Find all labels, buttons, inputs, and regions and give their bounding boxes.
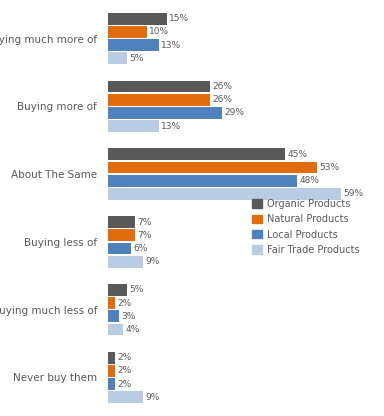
- Bar: [108, 284, 127, 296]
- Bar: [108, 81, 210, 92]
- Text: 9%: 9%: [146, 393, 160, 402]
- Bar: [108, 188, 341, 200]
- Bar: [108, 13, 167, 25]
- Legend: Organic Products, Natural Products, Local Products, Fair Trade Products: Organic Products, Natural Products, Loca…: [252, 199, 359, 255]
- Bar: [108, 378, 116, 390]
- Bar: [108, 161, 317, 173]
- Bar: [108, 352, 116, 364]
- Bar: [108, 52, 127, 64]
- Bar: [108, 107, 222, 119]
- Text: 2%: 2%: [118, 366, 132, 375]
- Bar: [108, 229, 135, 241]
- Text: 2%: 2%: [118, 353, 132, 362]
- Bar: [108, 256, 143, 267]
- Bar: [108, 365, 116, 377]
- Bar: [108, 120, 159, 132]
- Text: 45%: 45%: [288, 150, 308, 159]
- Bar: [108, 26, 147, 38]
- Text: 10%: 10%: [149, 27, 170, 37]
- Text: 2%: 2%: [118, 299, 132, 307]
- Bar: [108, 324, 123, 335]
- Bar: [108, 310, 119, 322]
- Text: 59%: 59%: [343, 189, 363, 198]
- Text: 26%: 26%: [213, 82, 233, 91]
- Text: 13%: 13%: [161, 41, 181, 50]
- Text: 48%: 48%: [300, 176, 319, 185]
- Bar: [108, 39, 159, 51]
- Bar: [108, 297, 116, 309]
- Text: 29%: 29%: [225, 109, 245, 117]
- Bar: [108, 216, 135, 228]
- Text: 53%: 53%: [319, 163, 339, 172]
- Text: 4%: 4%: [126, 325, 140, 334]
- Text: 6%: 6%: [134, 244, 148, 253]
- Text: 15%: 15%: [169, 14, 189, 23]
- Text: 7%: 7%: [137, 231, 152, 240]
- Text: 7%: 7%: [137, 218, 152, 227]
- Text: 26%: 26%: [213, 95, 233, 104]
- Text: 3%: 3%: [122, 312, 136, 321]
- Text: 13%: 13%: [161, 121, 181, 131]
- Bar: [108, 94, 210, 106]
- Bar: [108, 175, 297, 187]
- Text: 2%: 2%: [118, 379, 132, 389]
- Bar: [108, 243, 131, 255]
- Bar: [108, 391, 143, 403]
- Text: 5%: 5%: [130, 285, 144, 295]
- Bar: [108, 149, 285, 160]
- Text: 9%: 9%: [146, 257, 160, 266]
- Text: 5%: 5%: [130, 54, 144, 63]
